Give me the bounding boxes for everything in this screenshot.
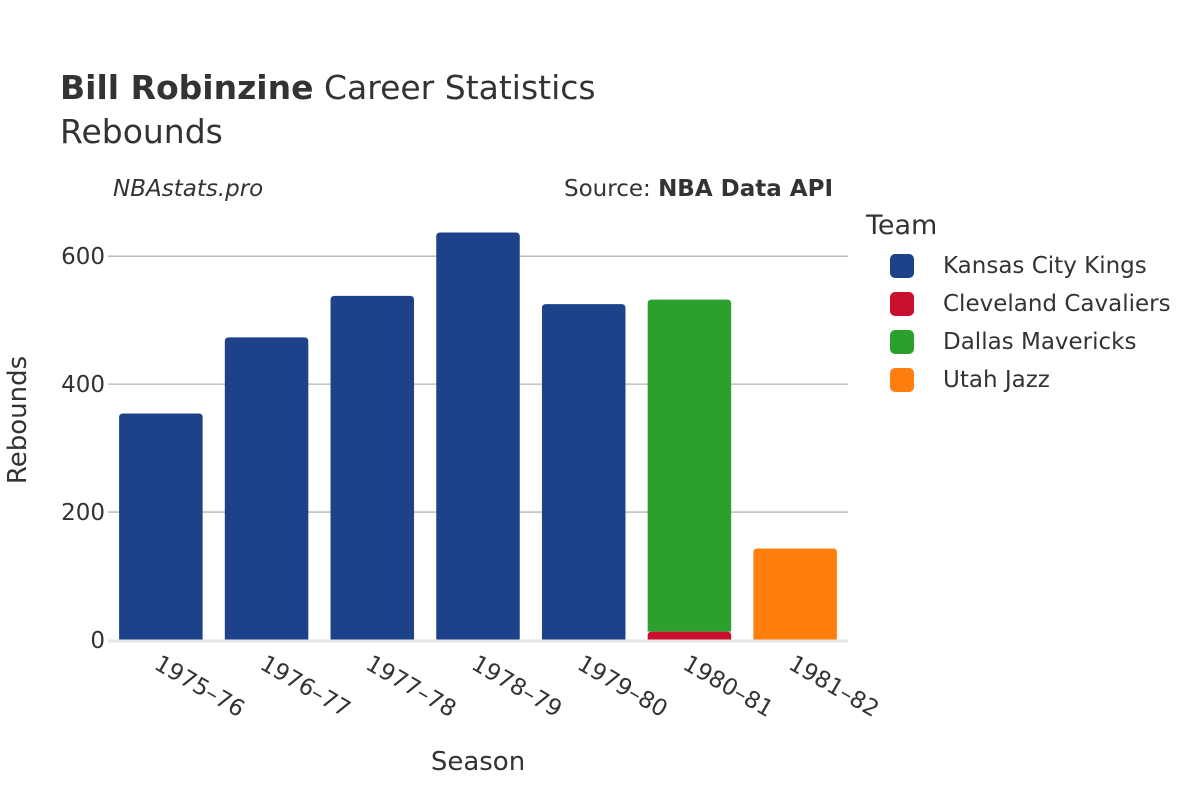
y-tick-label: 200 [61,500,105,526]
legend-swatch [890,330,914,354]
source-name: NBA Data API [658,176,833,202]
y-tick-label: 400 [61,372,105,398]
bar [119,413,203,640]
legend-item[interactable]: Dallas Mavericks [890,327,1136,357]
x-tick-label: 1979–80 [573,651,672,723]
bar [647,299,732,632]
x-tick-label: 1980–81 [678,651,777,723]
watermark: NBAstats.pro [113,176,264,202]
title-suffix: Career Statistics [313,68,596,107]
y-axis-title: Rebounds [3,356,33,484]
x-tick-label: 1976–77 [256,651,355,723]
legend-swatch [890,292,914,316]
bar [436,232,520,640]
legend-swatch [890,368,914,392]
legend-label: Utah Jazz [943,367,1050,393]
x-tick-label: 1981–82 [784,651,883,723]
x-tick-label: 1978–79 [467,651,566,723]
source-prefix: Source: [564,176,659,202]
legend-item[interactable]: Kansas City Kings [890,251,1147,281]
bar [647,631,732,640]
y-tick-label: 600 [61,244,105,270]
bar [541,304,626,640]
title-player-name: Bill Robinzine [60,68,314,107]
bar [753,548,837,640]
legend-item[interactable]: Utah Jazz [890,365,1050,395]
y-tick-label: 0 [90,628,105,654]
legend-title: Team [866,210,938,241]
chart-subtitle: Rebounds [60,112,223,151]
legend-item[interactable]: Cleveland Cavaliers [890,289,1171,319]
x-tick-label: 1977–78 [361,651,460,723]
x-axis-title: Season [431,747,525,777]
bar [330,295,415,640]
chart-title: Bill Robinzine Career Statistics [60,66,596,110]
bar [224,337,309,640]
x-tick-label: 1975–76 [150,651,249,723]
legend-label: Kansas City Kings [943,253,1147,279]
legend-swatch [890,254,914,278]
legend-label: Cleveland Cavaliers [943,291,1171,317]
legend-label: Dallas Mavericks [943,329,1137,355]
source-credit: Source: NBA Data API [564,176,833,202]
